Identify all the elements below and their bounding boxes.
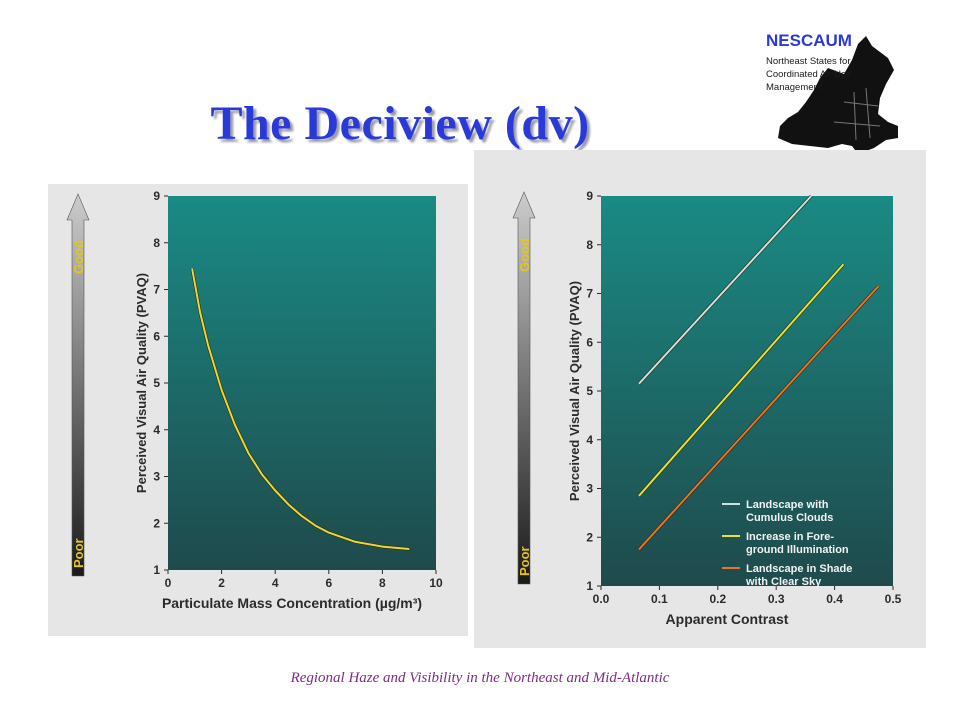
y-tick-label: 7 <box>153 283 160 297</box>
x-tick-label: 4 <box>272 576 279 590</box>
x-axis-label: Particulate Mass Concentration (µg/m³) <box>162 595 422 611</box>
x-tick-label: 0.5 <box>885 592 902 606</box>
y-tick-label: 5 <box>586 384 593 398</box>
legend-entry-line: Landscape with <box>746 499 829 511</box>
legend-entry-line: with Clear Sky <box>745 576 822 588</box>
good-poor-arrow-icon <box>66 193 90 577</box>
y-tick-label: 2 <box>153 516 160 530</box>
y-tick-label: 9 <box>586 189 593 203</box>
chart-pvaq-vs-contrast: Good Poor 1 2 3 4 5 6 7 8 9 0.0 0.1 0.2 0.3 0.4 0.5 Appar… <box>474 150 926 648</box>
legend-entry: Increase in Fore-ground Illumination <box>746 531 849 556</box>
x-tick-label: 0.2 <box>709 592 726 606</box>
series-line <box>638 195 812 385</box>
y-tick-label: 5 <box>153 376 160 390</box>
y-tick-label: 1 <box>586 579 593 593</box>
x-tick-label: 8 <box>379 576 386 590</box>
y-tick-label: 1 <box>153 563 160 577</box>
y-tick-label: 3 <box>586 482 593 496</box>
y-tick-label: 8 <box>153 236 160 250</box>
x-tick-label: 10 <box>429 576 443 590</box>
y-tick-label: 4 <box>153 423 160 437</box>
logo-line: Northeast States for <box>766 56 850 67</box>
y-tick-label: 9 <box>153 189 160 203</box>
page-title: The Deciview (dv) <box>210 97 590 150</box>
y-tick-label: 6 <box>153 329 160 343</box>
plot-area <box>601 196 893 586</box>
y-tick-label: 8 <box>586 238 593 252</box>
legend-entry-line: Increase in Fore- <box>746 531 834 543</box>
x-axis-label: Apparent Contrast <box>666 611 789 627</box>
arrow-poor-label: Poor <box>517 546 532 576</box>
legend-entry: Landscape in Shade with Clear Sky <box>745 563 852 588</box>
arrow-poor-label: Poor <box>71 538 86 568</box>
good-poor-arrow-icon <box>512 191 536 585</box>
y-axis-label: Perceived Visual Air Quality (PVAQ) <box>567 281 582 501</box>
y-tick-label: 4 <box>586 433 593 447</box>
nescaum-logo: NESCAUM Northeast States for Coordinated… <box>766 31 898 154</box>
legend-entry-line: Cumulus Clouds <box>746 512 833 524</box>
x-tick-label: 6 <box>325 576 332 590</box>
x-tick-label: 0.1 <box>651 592 668 606</box>
x-tick-label: 0.4 <box>826 592 843 606</box>
arrow-good-label: Good <box>517 238 532 272</box>
chart-pvaq-vs-mass: Good Poor 1 2 3 4 5 6 7 8 9 0 2 4 6 8 10 Particulate Mass… <box>48 184 468 636</box>
y-tick-label: 7 <box>586 287 593 301</box>
x-tick-label: 0.0 <box>593 592 610 606</box>
plot-area <box>168 196 436 570</box>
x-tick-label: 2 <box>218 576 225 590</box>
northeast-map-icon <box>778 36 898 154</box>
x-tick-label: 0.3 <box>768 592 785 606</box>
arrow-good-label: Good <box>71 240 86 274</box>
y-axis-label: Perceived Visual Air Quality (PVAQ) <box>134 273 149 493</box>
logo-line: Management <box>766 82 822 93</box>
legend-entry-line: ground Illumination <box>746 544 849 556</box>
logo-name: NESCAUM <box>766 31 852 50</box>
y-tick-label: 6 <box>586 335 593 349</box>
x-tick-label: 0 <box>165 576 172 590</box>
series-line <box>191 268 410 550</box>
series-line <box>638 263 845 497</box>
footer-caption: Regional Haze and Visibility in the Nort… <box>290 670 670 686</box>
logo-line: Coordinated Air Use <box>766 69 851 80</box>
series-line <box>638 285 880 551</box>
legend-entry: Landscape with Cumulus Clouds <box>746 499 833 524</box>
y-tick-label: 2 <box>586 530 593 544</box>
y-tick-label: 3 <box>153 470 160 484</box>
legend-entry-line: Landscape in Shade <box>746 563 852 575</box>
